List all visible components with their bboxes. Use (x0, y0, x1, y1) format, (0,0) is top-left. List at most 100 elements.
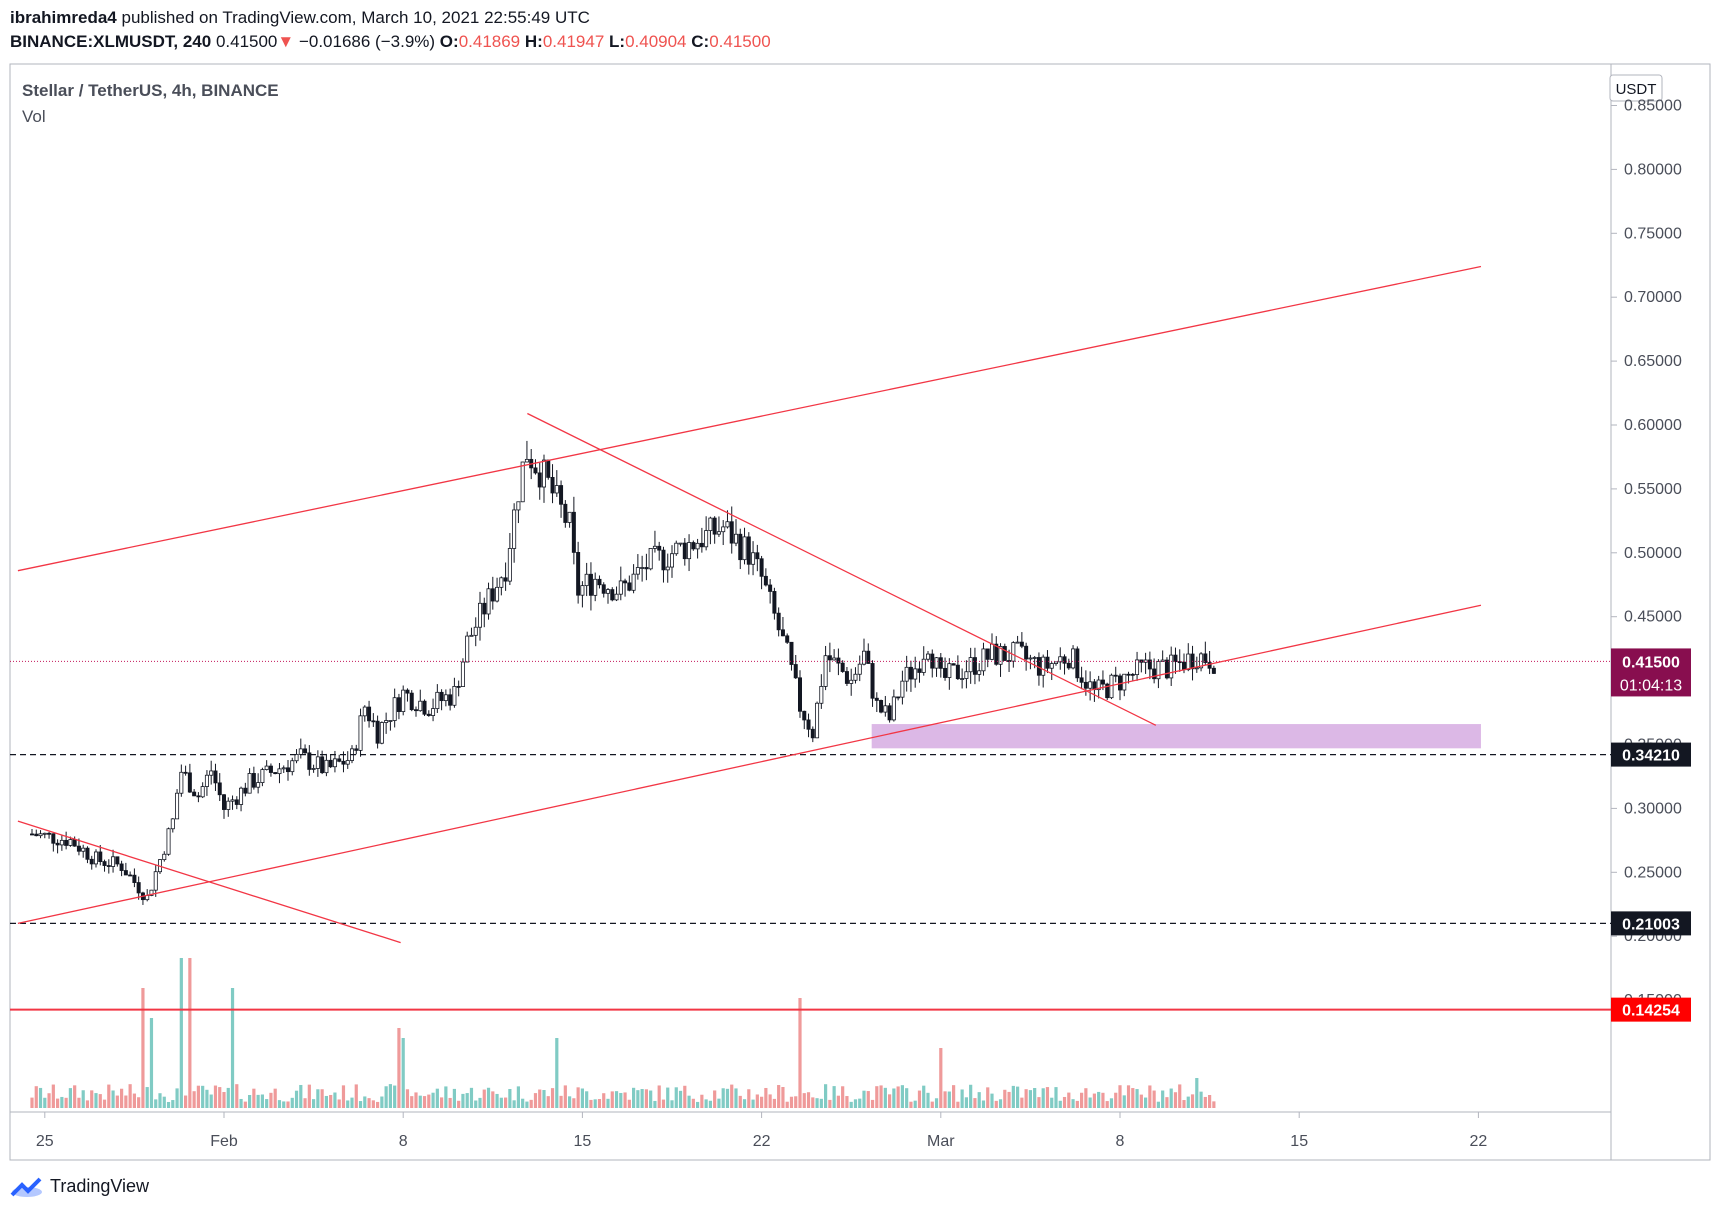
candle-body (1199, 653, 1204, 669)
candle-body (994, 643, 999, 665)
candle-body (725, 521, 730, 528)
volume-bar (1131, 1088, 1135, 1108)
countdown-label: 01:04:13 (1620, 677, 1682, 694)
volume-bar (1169, 1088, 1173, 1108)
tradingview-logo[interactable]: TradingView (10, 1176, 149, 1197)
candle-body (106, 865, 111, 867)
candle-body (623, 580, 628, 584)
candle-body (473, 626, 478, 636)
volume-bar (218, 1087, 222, 1108)
candle-body (490, 588, 495, 602)
volume-bar (256, 1094, 260, 1108)
volume-bar (576, 1087, 580, 1108)
candle-body (512, 509, 517, 549)
volume-bar (977, 1092, 981, 1108)
volume-bar (401, 1038, 405, 1108)
volume-bar (235, 1084, 239, 1108)
volume-bar (337, 1099, 341, 1108)
candle-body (823, 655, 828, 687)
candle-body (337, 758, 342, 762)
candle-body (755, 552, 760, 560)
volume-bar (580, 1088, 584, 1108)
candle-body (1152, 668, 1157, 680)
candle-body (951, 663, 956, 666)
volume-bar (1088, 1097, 1092, 1108)
volume-bar (162, 1096, 166, 1108)
candle-body (687, 542, 692, 560)
candle-body (546, 459, 551, 478)
candle-body (866, 650, 871, 664)
candle-body (379, 722, 384, 744)
volume-bar (981, 1100, 986, 1108)
candle-body (793, 664, 798, 679)
volume-bar (883, 1087, 887, 1108)
price-level-tag-label: 0.21003 (1622, 916, 1680, 933)
high-value: 0.41947 (542, 32, 605, 51)
close-label: C: (691, 32, 710, 51)
candle-body (614, 593, 619, 601)
volume-bar (499, 1097, 503, 1108)
volume-bar (760, 1096, 764, 1108)
volume-bar (815, 1098, 819, 1108)
volume-bar (77, 1097, 81, 1108)
volume-bar (849, 1101, 853, 1108)
author[interactable]: ibrahimreda4 (10, 8, 117, 27)
volume-bar (393, 1085, 397, 1108)
candle-body (324, 759, 329, 774)
candle-body (652, 545, 657, 549)
candle-body (955, 664, 960, 680)
volume-bar (1118, 1085, 1122, 1108)
candle-body (413, 709, 418, 712)
volume-bar (691, 1098, 695, 1108)
volume-bar (721, 1088, 725, 1108)
price-axis[interactable]: 0.85000 0.80000 0.75000 0.70000 0.65000 0.600… (1611, 98, 1682, 1010)
volume-bar (290, 1097, 294, 1108)
time-axis[interactable]: 25 Feb 8 15 22 Mar 8 15 22 (36, 1112, 1487, 1150)
volume-bar (469, 1087, 474, 1108)
candle-body (785, 635, 790, 643)
chart-frame (9, 63, 1711, 1161)
volume-bar (555, 1038, 559, 1108)
candle-body (900, 680, 905, 698)
volume-bar (56, 1098, 60, 1108)
volume-bar (1071, 1099, 1075, 1108)
volume-bar (858, 1098, 862, 1108)
volume-bar (644, 1089, 648, 1108)
volume-bar (789, 1096, 794, 1108)
candle-body (221, 794, 226, 810)
time-tick-label: 8 (1116, 1133, 1125, 1150)
candle-body (384, 720, 389, 723)
volume-bar (277, 1100, 282, 1108)
candle-body (896, 696, 901, 699)
volume-bar (440, 1097, 444, 1108)
candle-body (1062, 656, 1067, 664)
volume-bar (533, 1093, 538, 1108)
candle-body (499, 577, 504, 588)
candle-body (264, 765, 269, 770)
candle-body (926, 653, 931, 660)
volume-bar (1199, 1091, 1203, 1108)
trendline (17, 265, 1482, 572)
trendlines[interactable] (17, 265, 1482, 944)
volume-bar (209, 1094, 213, 1108)
volume-bar (614, 1091, 619, 1108)
volume-bar (747, 1089, 751, 1108)
candle-body (802, 710, 807, 721)
volume-bar (1114, 1092, 1118, 1108)
candle-body (341, 760, 346, 765)
volume-bar (819, 1098, 823, 1108)
candle-body (657, 545, 662, 551)
candle-body (917, 668, 922, 673)
volume-bar (175, 1088, 179, 1108)
volume-bar (781, 1087, 785, 1108)
support-zone (871, 724, 1481, 749)
candle-body (934, 657, 939, 669)
volume-bar (358, 1101, 363, 1108)
candle-body (456, 686, 461, 688)
currency-button[interactable] (1609, 74, 1663, 102)
volume-bar (1084, 1088, 1088, 1108)
candle-body (721, 526, 726, 533)
volume-bar (1186, 1096, 1190, 1108)
volume-bar (1135, 1089, 1139, 1108)
